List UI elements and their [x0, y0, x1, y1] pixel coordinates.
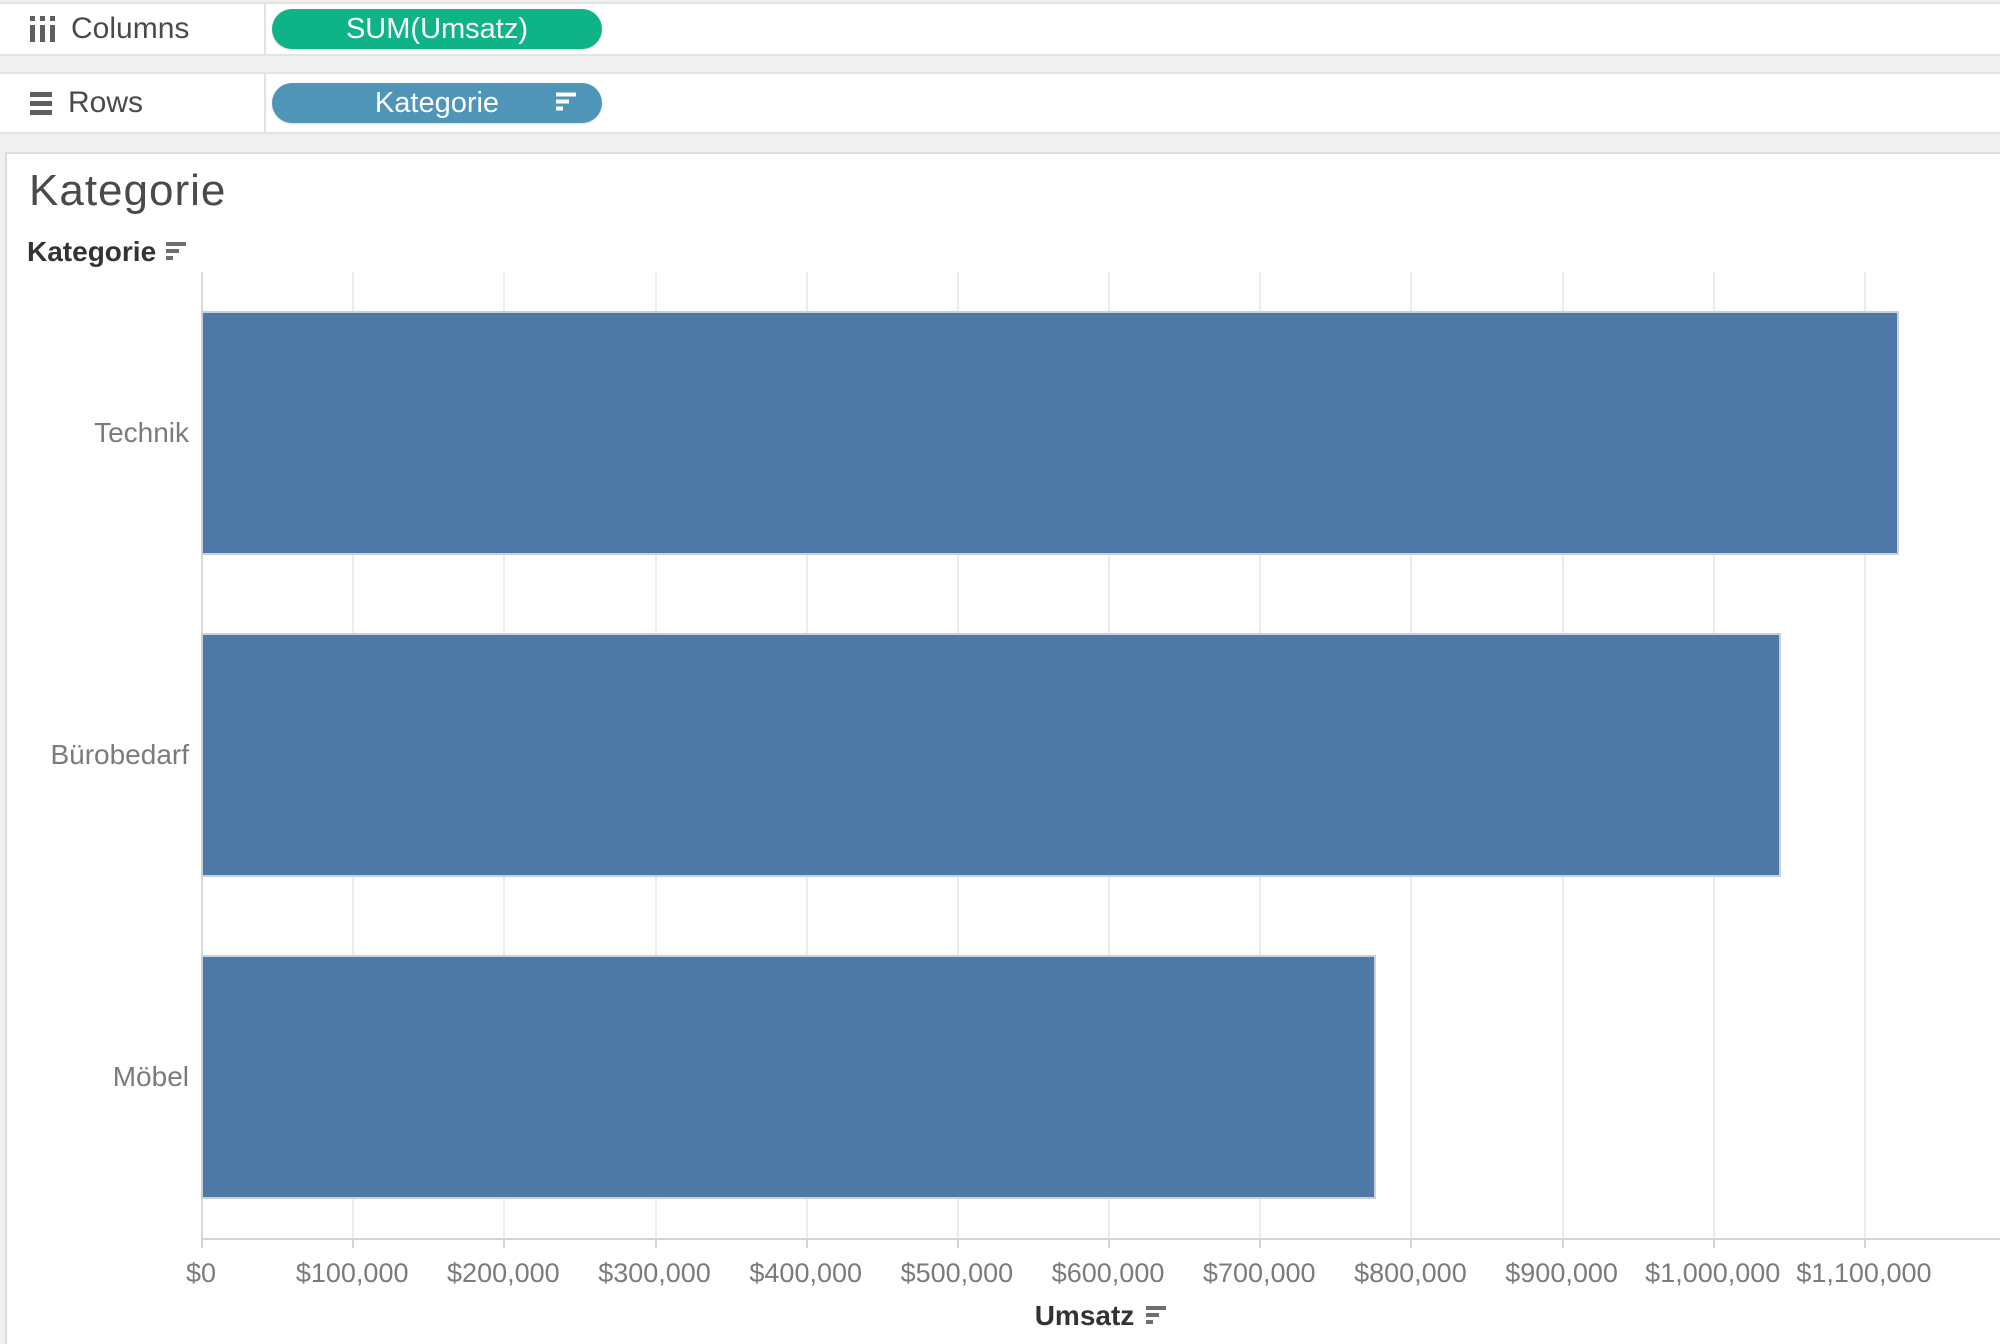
tick-label-900000: $900,000 [1505, 1258, 1618, 1288]
tick-label-1100000: $1,100,000 [1796, 1258, 1932, 1288]
tick-mark-700000 [1259, 1240, 1262, 1248]
y-axis-category-labels: Technik Bürobedarf Möbel [7, 272, 189, 1238]
row-field-header-label: Kategorie [27, 236, 157, 267]
chart-pane [201, 272, 2000, 1240]
x-axis-title: Umsatz [201, 1300, 2000, 1332]
gridline-1100000 [1863, 272, 1866, 1238]
columns-icon [30, 16, 55, 42]
pill-sort-descending-icon[interactable] [556, 92, 576, 114]
columns-shelf-label: Columns [71, 12, 190, 45]
dimension-pill-kategorie[interactable]: Kategorie [272, 83, 602, 123]
tick-label-500000: $500,000 [900, 1258, 1014, 1288]
tick-label-700000: $700,000 [1202, 1258, 1316, 1288]
tick-label-800000: $800,000 [1354, 1258, 1467, 1288]
tick-label-100000: $100,000 [295, 1258, 409, 1288]
tick-mark-600000 [1108, 1240, 1111, 1248]
field-sort-descending-icon[interactable] [166, 241, 187, 263]
bar-möbel[interactable] [201, 955, 1376, 1199]
tick-label-400000: $400,000 [749, 1258, 863, 1288]
tick-label-0: $0 [185, 1258, 217, 1288]
row-label-möbel[interactable]: Möbel [112, 1061, 189, 1092]
axis-sort-descending-icon[interactable] [1146, 1305, 1167, 1327]
tick-mark-900000 [1561, 1240, 1564, 1248]
rows-shelf-label: Rows [68, 86, 144, 119]
tick-mark-100000 [352, 1240, 355, 1248]
tick-label-1000000: $1,000,000 [1645, 1258, 1781, 1288]
rows-shelf[interactable]: Rows Kategorie [0, 72, 2000, 134]
tick-label-200000: $200,000 [447, 1258, 560, 1288]
columns-shelf-label-cell: Columns [0, 4, 266, 54]
columns-shelf[interactable]: Columns SUM(Umsatz) [0, 2, 2000, 56]
tick-mark-300000 [654, 1240, 657, 1248]
row-field-header[interactable]: Kategorie [27, 236, 187, 268]
x-axis-title-label: Umsatz [1034, 1300, 1135, 1331]
measure-pill-label: SUM(Umsatz) [345, 12, 529, 45]
measure-pill-sum-umsatz[interactable]: SUM(Umsatz) [272, 9, 602, 49]
tick-mark-1000000 [1712, 1240, 1715, 1248]
tick-mark-1100000 [1863, 1240, 1866, 1248]
row-label-bürobedarf[interactable]: Bürobedarf [50, 739, 189, 770]
tick-mark-400000 [805, 1240, 808, 1248]
tick-label-300000: $300,000 [598, 1258, 711, 1288]
sheet-title: Kategorie [29, 166, 227, 215]
bar-technik[interactable] [201, 311, 1899, 555]
dimension-pill-label: Kategorie [374, 86, 500, 119]
rows-icon [30, 91, 52, 115]
tick-label-600000: $600,000 [1051, 1258, 1165, 1288]
row-label-technik[interactable]: Technik [94, 417, 189, 448]
tick-mark-500000 [956, 1240, 959, 1248]
bar-bürobedarf[interactable] [201, 633, 1781, 877]
worksheet-canvas: Kategorie Kategorie Technik Bürobedarf Möb… [5, 152, 2000, 1344]
x-axis-tick-labels: $0 $100,000 $200,000 $300,000 $400,000 $500,0… [186, 1240, 2000, 1290]
rows-shelf-label-cell: Rows [0, 74, 266, 132]
tick-mark-800000 [1410, 1240, 1413, 1248]
tick-mark-0 [201, 1240, 203, 1248]
tick-mark-200000 [503, 1240, 506, 1248]
